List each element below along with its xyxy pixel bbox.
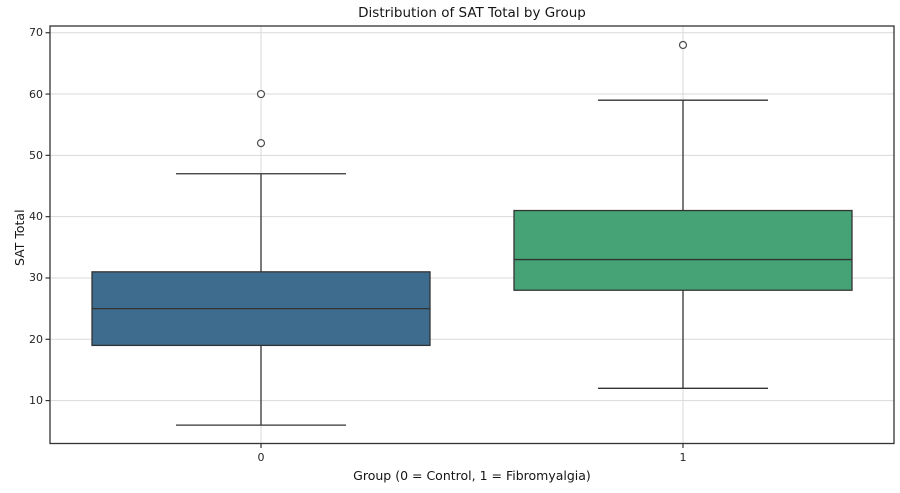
y-tick-label: 70 — [29, 26, 43, 40]
y-tick-label: 10 — [29, 394, 43, 408]
outlier-marker — [256, 89, 266, 99]
x-axis-label: Group (0 = Control, 1 = Fibromyalgia) — [353, 468, 591, 483]
y-tick-label: 50 — [29, 148, 43, 162]
y-tick-label: 30 — [29, 271, 43, 285]
box-group-0 — [91, 89, 431, 426]
tick-marks — [45, 32, 684, 448]
chart-title: Distribution of SAT Total by Group — [358, 5, 586, 21]
plot-border — [49, 25, 895, 445]
y-tick-label: 20 — [29, 332, 43, 346]
y-tick-label: 40 — [29, 210, 43, 224]
y-axis-label: SAT Total — [12, 209, 27, 266]
iqr-box — [513, 209, 853, 291]
box-group-1 — [513, 40, 853, 389]
x-tick-label: 0 — [257, 451, 265, 464]
outlier-marker — [256, 138, 266, 148]
outlier-marker — [678, 40, 688, 50]
y-tick-label: 60 — [29, 87, 43, 101]
x-tick-label: 1 — [679, 451, 687, 464]
